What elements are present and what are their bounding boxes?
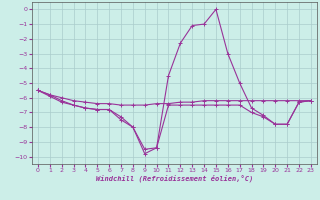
X-axis label: Windchill (Refroidissement éolien,°C): Windchill (Refroidissement éolien,°C) [96, 175, 253, 182]
